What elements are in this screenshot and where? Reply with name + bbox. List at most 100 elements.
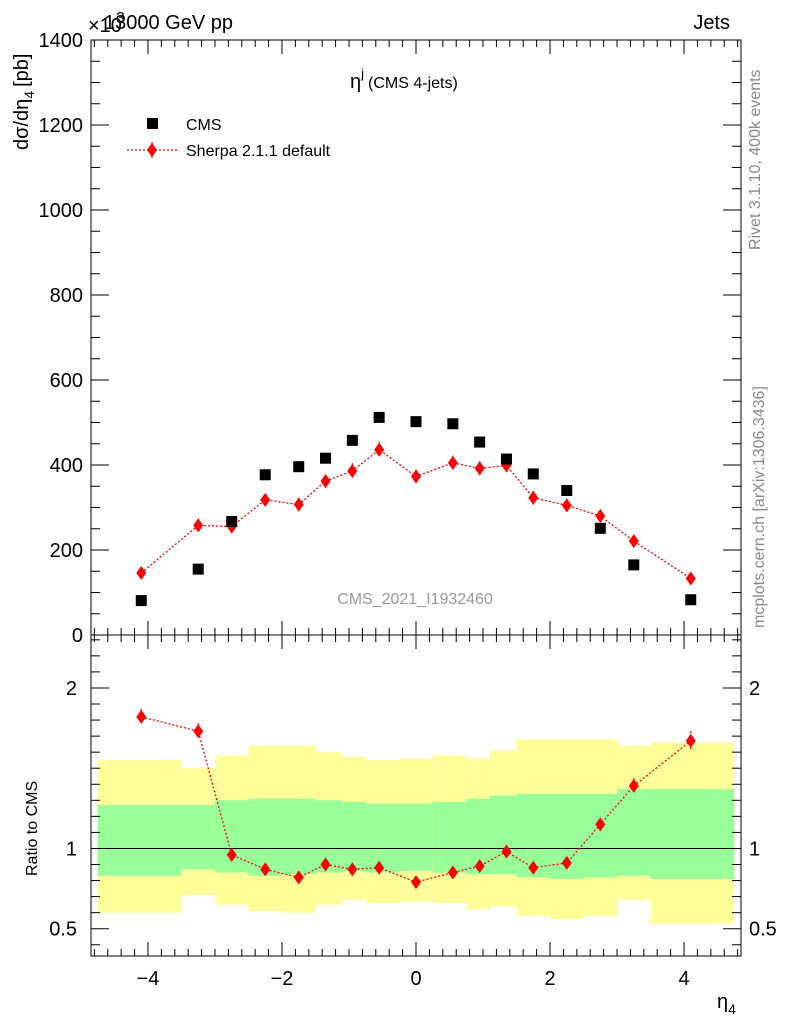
cms-point [594,522,606,534]
cms-point [500,453,512,465]
main-y-axis-label: dσ/dη4 [pb] [11,54,37,150]
side-text-mcplots: mcplots.cern.ch [arXiv:1306.3436] [751,386,768,628]
cms-point [259,469,271,481]
ratio-point [193,724,204,739]
ratio-plot-marks [136,708,696,890]
inner-band-segment [342,801,366,871]
legend-cms-marker [147,118,158,129]
header-energy-label: 13000 GeV pp [104,12,233,34]
ratio-point [374,860,385,875]
ratio-point [474,859,485,874]
inner-band-segment [365,803,400,873]
main-plot-marks [135,411,697,607]
mc-series-line [140,448,692,580]
ratio-y-tick-label-left: 1 [66,838,77,860]
header-exponent-power: 3 [116,10,125,27]
inner-band-segment [432,801,467,873]
ratio-point [595,817,606,832]
cms-point [561,485,573,496]
ratio-y-tick-label-left: 2 [66,678,77,700]
x-label-sub: 4 [728,1001,736,1017]
cms-point [226,516,238,528]
ratio-point [320,857,331,872]
legend-mc-label: Sherpa 2.1.1 default [186,143,331,160]
x-axis-label: η4 [717,991,736,1017]
ratio-y-tick-label-left: 0.5 [49,919,77,941]
ratio-point [293,870,304,885]
mc-point [411,469,421,484]
plot-title: ηj (CMS 4-jets) [350,66,458,93]
inner-band-segment [97,805,182,876]
inner-band-segment [466,798,490,875]
ratio-point [501,844,512,859]
ratio-point [561,855,572,870]
y-tick-label: 800 [50,285,83,307]
cms-point [293,461,305,473]
mc-point [474,461,485,476]
y-tick-label: 1000 [39,200,84,222]
x-tick-label: −2 [271,968,294,990]
y-tick-label: 1200 [39,115,84,137]
cms-point [685,594,697,606]
mc-point [685,571,696,586]
ratio-point [260,862,271,877]
legend: CMS Sherpa 2.1.1 default [127,117,331,160]
ratio-y-tick-label-right: 1 [749,838,760,860]
x-tick-label: 4 [678,968,689,990]
mc-point [595,509,606,523]
ratio-point [447,865,458,880]
svg-text:Ratio to CMS: Ratio to CMS [24,781,41,876]
plot-title-sup: j [360,66,364,81]
x-tick-label: 2 [544,968,555,990]
ratio-point [136,709,147,724]
mc-point [528,490,539,505]
x-label-text: η [717,991,728,1013]
ratio-y-tick-label-right: 2 [749,678,760,700]
y-label-sub: 4 [21,91,37,99]
mc-point [193,518,204,533]
y-tick-label: 0 [72,625,83,647]
ratio-point [411,875,421,890]
cms-point [410,416,422,428]
ratio-point [226,847,237,862]
x-tick-label: −4 [137,968,160,990]
y-tick-label: 400 [50,455,83,477]
mc-point [320,474,331,489]
cms-point [135,595,147,607]
y-tick-label: 1400 [39,30,84,52]
cms-point [628,559,640,571]
ratio-y-tick-label-right: 0.5 [749,919,777,941]
cms-point [527,468,539,480]
ratio-point [347,862,358,877]
analysis-watermark: CMS_2021_I1932460 [337,591,493,608]
y-label-text: dσ/dη [11,99,33,150]
header-exponent: ×10 [88,15,122,37]
y-tick-label: 200 [50,540,83,562]
side-text-rivet: Rivet 3.1.10, 400k events [747,69,764,250]
legend-cms-label: CMS [186,117,222,134]
axes: −4 −2 0 2 4 0 200 400 600 800 1000 1200 1400 0.5 0.5 1 1… [39,30,777,990]
legend-mc-marker [147,143,157,157]
mc-point [628,534,639,549]
mc-point [374,442,385,457]
inner-band-segment [315,800,343,873]
mc-point [447,455,458,470]
inner-band-segment [650,789,735,879]
ratio-point [685,733,696,748]
cms-point [192,563,204,575]
cms-point [447,418,459,430]
mc-point [347,463,358,478]
header-jets-label: Jets [693,12,730,34]
ratio-bands [97,739,735,924]
inner-band-segment [181,805,215,870]
ratio-y-axis-label: Ratio to CMS [24,781,41,876]
cms-point [320,452,332,464]
inner-band-segment [583,793,618,878]
cms-point [474,436,486,448]
svg-text:dσ/dη4[pb]: dσ/dη4 [pb] [11,54,37,150]
plot-title-sub: (CMS 4-jets) [368,75,458,92]
y-tick-label: 600 [50,370,83,392]
ratio-point [528,860,539,875]
inner-band-segment [399,803,433,871]
